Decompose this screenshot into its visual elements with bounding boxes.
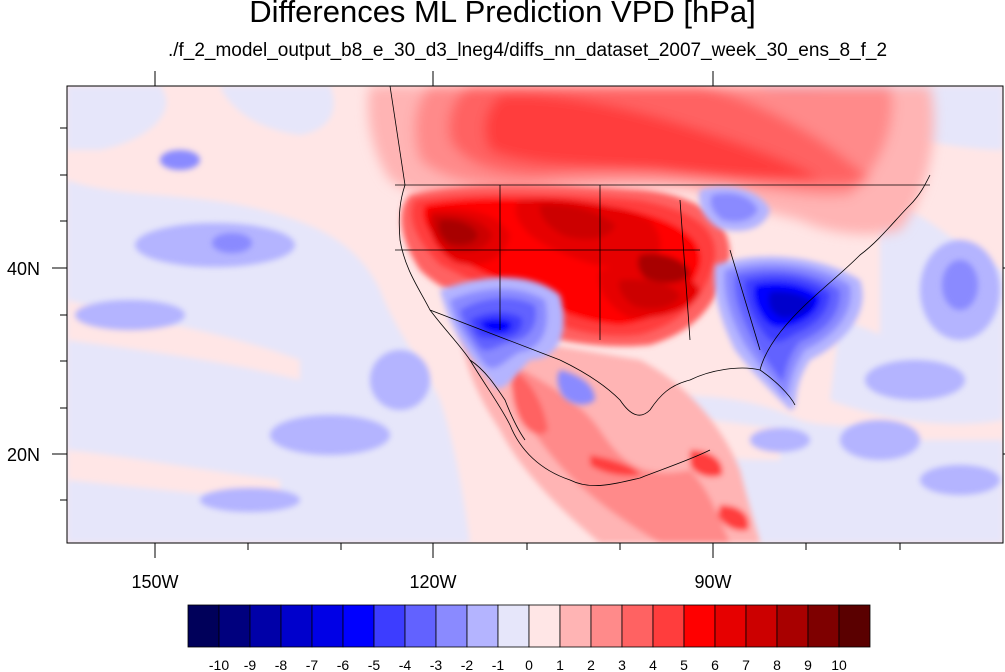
colorbar-label: -3	[430, 657, 443, 672]
colorbar-swatch	[218, 604, 251, 648]
negative-anomaly-greatlakes	[699, 186, 770, 231]
colorbar-swatch	[838, 604, 871, 648]
colorbar-label: 0	[525, 657, 533, 672]
colorbar-swatch	[745, 604, 778, 648]
colorbar-swatch	[528, 604, 561, 648]
negative-anomaly-southwest	[440, 277, 595, 405]
colorbar-swatch	[435, 604, 468, 648]
colorbar-swatch	[776, 604, 809, 648]
colorbar-label: 7	[742, 657, 750, 672]
colorbar-label: 1	[556, 657, 564, 672]
colorbar-swatch	[652, 604, 685, 648]
colorbar-swatch	[373, 604, 406, 648]
colorbar-label: 5	[680, 657, 688, 672]
colorbar-label: 9	[804, 657, 812, 672]
lon-tick-120w: 120W	[409, 572, 456, 592]
colorbar-swatch	[342, 604, 375, 648]
colorbar-label: -2	[461, 657, 474, 672]
positive-anomaly-mexico	[460, 330, 760, 543]
colorbar-label: 6	[711, 657, 719, 672]
colorbar-swatch	[683, 604, 716, 648]
colorbar-swatch	[466, 604, 499, 648]
positive-anomaly-north	[368, 86, 934, 235]
colorbar-label: -4	[399, 657, 412, 672]
colorbar-label: 2	[587, 657, 595, 672]
contour-field	[67, 86, 1003, 543]
axis-ticks	[52, 71, 1005, 558]
colorbar-label: 10	[831, 657, 847, 672]
colorbar-label: -10	[209, 657, 229, 672]
lon-tick-150w: 150W	[131, 572, 178, 592]
colorbar-label: 3	[618, 657, 626, 672]
colorbar-label: 8	[773, 657, 781, 672]
colorbar-swatch	[559, 604, 592, 648]
colorbar-swatch	[311, 604, 344, 648]
lat-tick-20n: 20N	[7, 445, 40, 465]
colorbar-swatch	[497, 604, 530, 648]
colorbar-swatch	[590, 604, 623, 648]
lon-tick-90w: 90W	[694, 572, 731, 592]
colorbar-swatch	[621, 604, 654, 648]
colorbar-label: 4	[649, 657, 657, 672]
colorbar-swatch	[280, 604, 313, 648]
colorbar-swatch	[807, 604, 840, 648]
colorbar-swatch	[187, 604, 220, 648]
colorbar-label: -9	[244, 657, 257, 672]
colorbar-label: -5	[368, 657, 381, 672]
negative-anomaly-southeast	[714, 256, 863, 410]
colorbar-swatch	[404, 604, 437, 648]
map-title: Differences ML Prediction VPD [hPa]	[249, 0, 756, 29]
coastline	[389, 86, 931, 486]
colorbar-swatch	[714, 604, 747, 648]
colorbar-swatch	[249, 604, 282, 648]
map-subtitle: ./f_2_model_output_b8_e_30_d3_lneg4/diff…	[167, 40, 888, 61]
colorbar-label: -6	[337, 657, 350, 672]
lat-tick-40n: 40N	[7, 259, 40, 279]
colorbar-label: -7	[306, 657, 319, 672]
colorbar-label: -8	[275, 657, 288, 672]
colorbar-label: -1	[492, 657, 505, 672]
colorbar: -10 -9 -8 -7 -6 -5 -4 -3 -2 -1 0 1 2 3 4 5 6 7 8 9 10	[187, 604, 871, 672]
